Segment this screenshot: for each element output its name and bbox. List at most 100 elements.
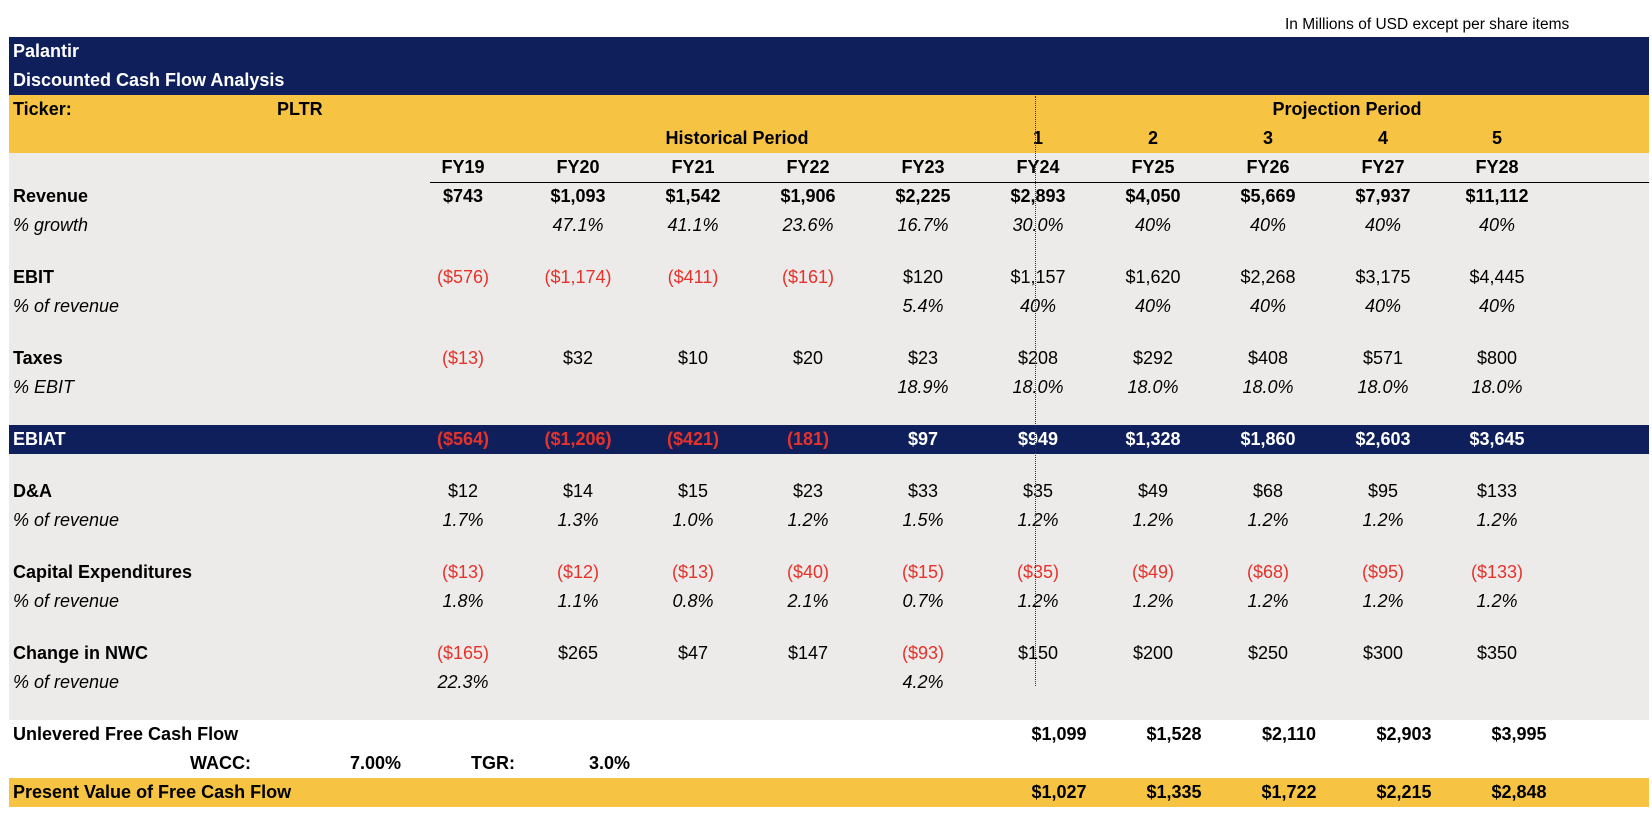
projection-period-label: Projection Period [1272,99,1422,119]
row-nwc: Change in NWC ($165) $265 $47 $147 ($93) $150 $… [9,639,1649,668]
cell-fy28: $800 [1476,348,1518,368]
year-fy19: FY19 [441,157,485,177]
ticker-row: Ticker: PLTR Projection Period [9,95,1649,124]
cell-fy21: 0.8% [672,591,714,611]
cell-fy20: 47.1% [552,215,604,235]
projection-number-5: 5 [1491,128,1502,148]
cell-fy27: ($95) [1361,562,1405,582]
row-label: % of revenue [13,591,120,611]
row-label: EBIT [13,267,55,287]
cell-fy22: $147 [787,643,829,663]
cell-fy24: $1,157 [1010,267,1066,287]
company-name: Palantir [13,41,80,61]
cell-fy23: 5.4% [902,296,944,316]
cell-fy27: 40% [1364,296,1402,316]
cell-fy27: 18.0% [1357,377,1409,397]
cell-fy24: 18.0% [1012,377,1064,397]
cell-fy26: 40% [1249,215,1287,235]
cell-fy24: 40% [1019,296,1057,316]
cell-fy25: $200 [1132,643,1174,663]
cell-fy25: 40% [1134,296,1172,316]
cell-fy23: 4.2% [902,672,944,692]
cell-fy25: $1,528 [1146,724,1202,744]
spacer-row [9,454,1649,477]
cell-fy21: 41.1% [667,215,719,235]
cell-fy28: 40% [1478,296,1516,316]
row-label: Unlevered Free Cash Flow [13,724,239,744]
row-da-pct: % of revenue 1.7% 1.3% 1.0% 1.2% 1.5% 1.2% 1.2%… [9,506,1649,535]
spacer-row [9,240,1649,263]
cell-fy25: 40% [1134,215,1172,235]
row-ebit-margin: % of revenue 5.4% 40% 40% 40% 40% 40% [9,292,1649,321]
row-pv: Present Value of Free Cash Flow $1,027 $1,… [9,778,1649,807]
cell-fy27: $2,603 [1355,429,1411,449]
year-fy23: FY23 [901,157,945,177]
row-label: % of revenue [13,510,120,530]
title-row: Discounted Cash Flow Analysis [9,66,1649,95]
wacc-value: 7.00% [350,753,402,773]
row-revenue: Revenue $743 $1,093 $1,542 $1,906 $2,225 $2,89… [9,182,1649,211]
cell-fy22: $1,906 [780,186,836,206]
cell-fy22: $23 [792,481,824,501]
period-row: Historical Period 1 2 3 4 5 [9,124,1649,153]
year-fy22: FY22 [786,157,830,177]
cell-fy26: 18.0% [1242,377,1294,397]
fiscal-year-row: FY19 FY20 FY21 FY22 FY23 FY24 FY25 FY26 FY27 FY28 [9,153,1649,182]
cell-fy19: ($13) [441,348,485,368]
cell-fy21: 1.0% [672,510,714,530]
row-label: % of revenue [13,672,120,692]
cell-fy28: ($133) [1470,562,1524,582]
cell-fy23: 18.9% [897,377,949,397]
year-fy25: FY25 [1131,157,1175,177]
row-capex: Capital Expenditures ($13) ($12) ($13) ($40)… [9,558,1649,587]
cell-fy22: ($40) [786,562,830,582]
cell-fy23: $97 [907,429,939,449]
cell-fy25: ($49) [1131,562,1175,582]
row-label: Present Value of Free Cash Flow [13,782,292,802]
cell-fy21: $47 [677,643,709,663]
cell-fy25: $1,335 [1146,782,1202,802]
row-label: Taxes [13,348,63,368]
year-fy27: FY27 [1361,157,1405,177]
cell-fy22: 1.2% [787,510,829,530]
cell-fy27: $2,903 [1376,724,1432,744]
cell-fy25: 18.0% [1127,377,1179,397]
row-da: D&A $12 $14 $15 $23 $33 $35 $49 $68 $95 $133 [9,477,1649,506]
cell-fy20: $1,093 [550,186,606,206]
cell-fy19: 1.8% [442,591,484,611]
cell-fy19: 1.7% [442,510,484,530]
cell-fy26: $250 [1247,643,1289,663]
cell-fy25: $292 [1132,348,1174,368]
cell-fy28: $3,645 [1469,429,1525,449]
projection-number-3: 3 [1262,128,1273,148]
cell-fy24: 1.2% [1017,510,1059,530]
projection-divider [1035,96,1036,686]
dcf-sheet: Palantir Discounted Cash Flow Analysis T… [9,37,1649,807]
cell-fy27: 40% [1364,215,1402,235]
cell-fy23: 1.5% [902,510,944,530]
cell-fy20: $14 [562,481,594,501]
cell-fy23: $23 [907,348,939,368]
cell-fy25: $49 [1137,481,1169,501]
historical-period-label: Historical Period [665,128,809,148]
cell-fy21: $1,542 [665,186,721,206]
cell-fy28: 40% [1478,215,1516,235]
cell-fy23: $2,225 [895,186,951,206]
ticker-value: PLTR [277,99,323,119]
cell-fy28: $2,848 [1491,782,1547,802]
cell-fy28: $3,995 [1491,724,1547,744]
row-nwc-pct: % of revenue 22.3% 4.2% [9,668,1649,697]
cell-fy27: $3,175 [1355,267,1411,287]
cell-fy20: $32 [562,348,594,368]
cell-fy27: 1.2% [1362,591,1404,611]
units-note: In Millions of USD except per share item… [1285,16,1570,33]
projection-number-4: 4 [1377,128,1388,148]
cell-fy27: $7,937 [1355,186,1411,206]
table-body: Revenue $743 $1,093 $1,542 $1,906 $2,225 $2,89… [9,182,1649,807]
cell-fy24: $2,893 [1010,186,1066,206]
company-row: Palantir [9,37,1649,66]
header-underline [430,182,1649,183]
cell-fy22: 2.1% [787,591,829,611]
cell-fy24: 30.0% [1012,215,1064,235]
row-label: % EBIT [13,377,75,397]
